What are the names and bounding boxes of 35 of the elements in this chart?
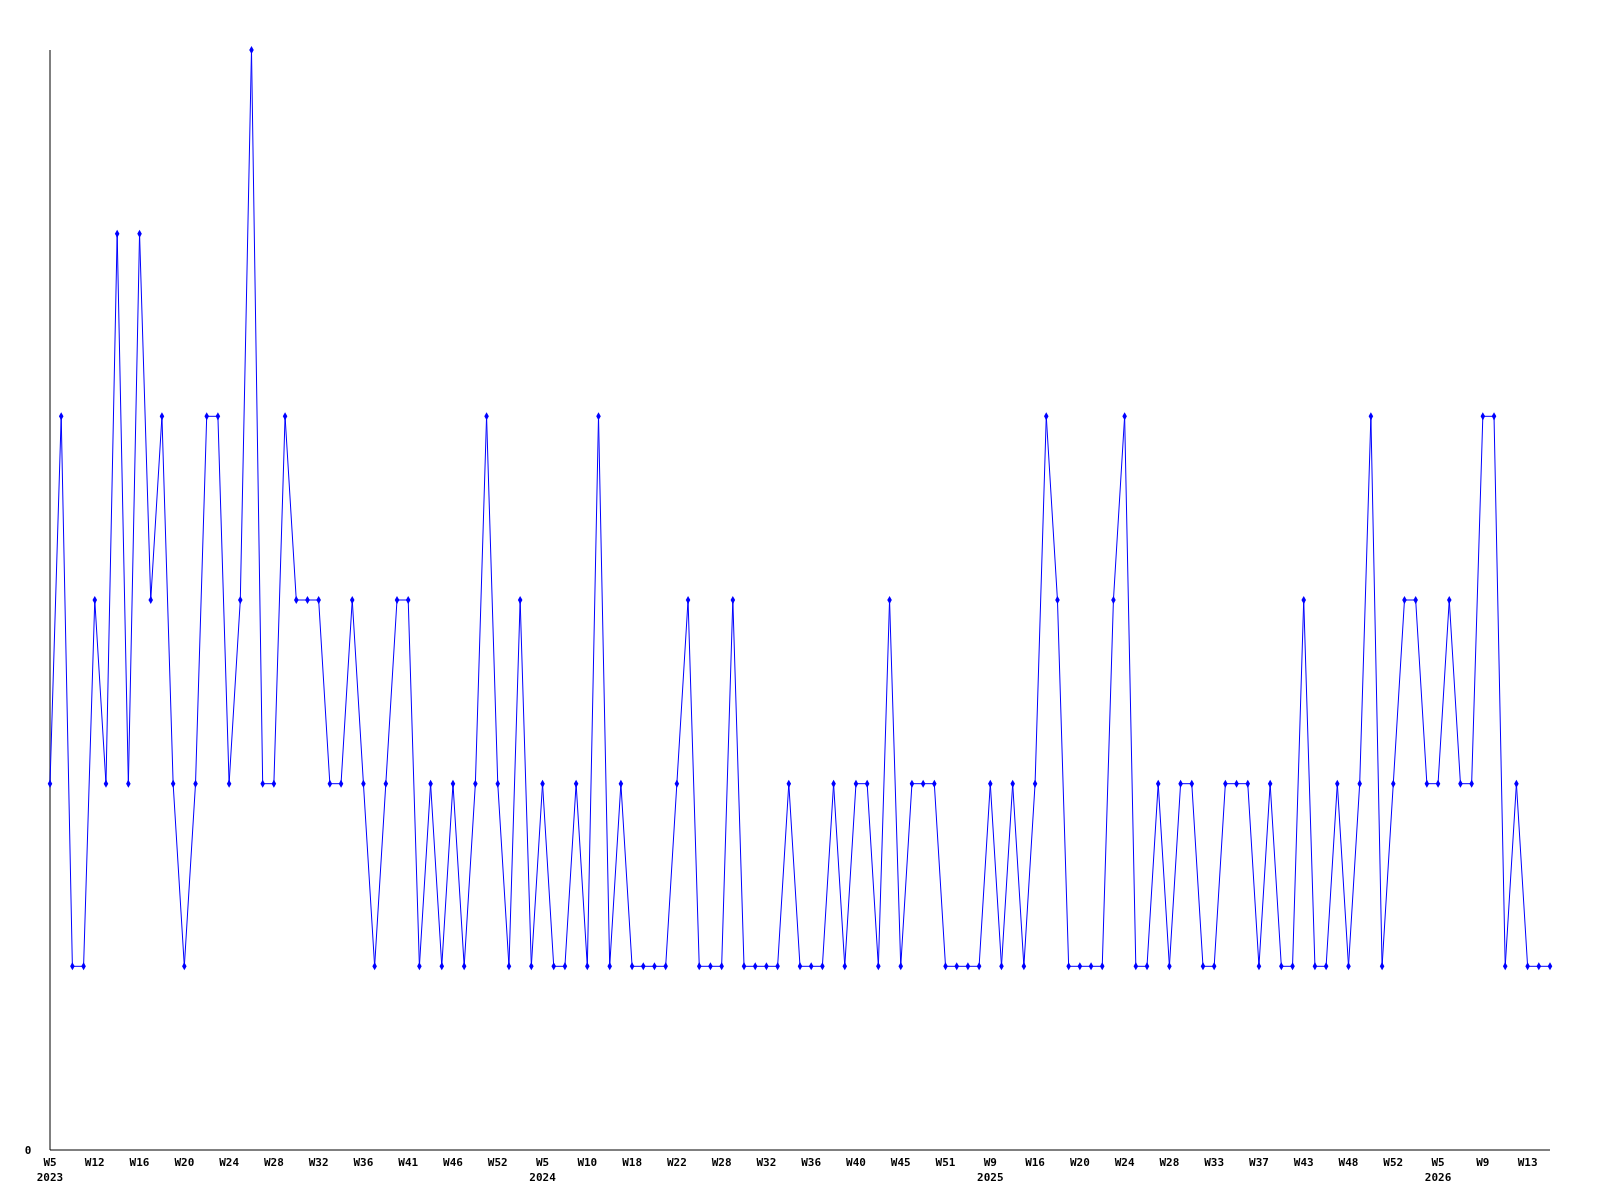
x-tick-label: W32 xyxy=(308,1156,329,1169)
x-tick-label: W46 xyxy=(443,1156,464,1169)
x-tick-label: W32 xyxy=(756,1156,777,1169)
x-tick-label: W52 xyxy=(487,1156,508,1169)
x-tick-label: W28 xyxy=(1159,1156,1180,1169)
x-tick-label: W24 xyxy=(1114,1156,1135,1169)
x-tick-label: W48 xyxy=(1338,1156,1359,1169)
x-tick-label: W5 2024 xyxy=(529,1156,557,1184)
x-tick-label: W45 xyxy=(890,1156,911,1169)
x-tick-label: W51 xyxy=(935,1156,956,1169)
x-tick-label: W9 2025 xyxy=(977,1156,1004,1184)
x-tick-label: W36 xyxy=(801,1156,822,1169)
x-tick-label: W22 xyxy=(666,1156,687,1169)
x-tick-label: W41 xyxy=(398,1156,419,1169)
x-tick-label: W10 xyxy=(577,1156,598,1169)
x-tick-label: W52 xyxy=(1383,1156,1404,1169)
x-tick-label: W5 2023 xyxy=(36,1156,64,1184)
x-tick-label: W28 xyxy=(263,1156,284,1169)
x-tick-label: W9 xyxy=(1476,1156,1490,1169)
x-tick-label: W13 xyxy=(1517,1156,1538,1169)
x-tick-label: W20 xyxy=(174,1156,195,1169)
x-tick-label: W33 xyxy=(1204,1156,1225,1169)
x-tick-label: W24 xyxy=(219,1156,240,1169)
x-tick-label: W5 2026 xyxy=(1424,1156,1452,1184)
x-tick-label: W18 xyxy=(622,1156,643,1169)
text: 0 xyxy=(24,1144,32,1157)
x-tick-label: W12 xyxy=(84,1156,105,1169)
x-tick-label: W37 xyxy=(1249,1156,1269,1169)
x-tick-label: W40 xyxy=(846,1156,866,1169)
x-tick-label: W36 xyxy=(353,1156,374,1169)
x-tick-label: W16 xyxy=(129,1156,150,1169)
x-tick-label: W43 xyxy=(1293,1156,1314,1169)
x-tick-label: W16 xyxy=(1025,1156,1046,1169)
x-tick-label: W28 xyxy=(711,1156,732,1169)
x-tick-label: W20 xyxy=(1069,1156,1090,1169)
